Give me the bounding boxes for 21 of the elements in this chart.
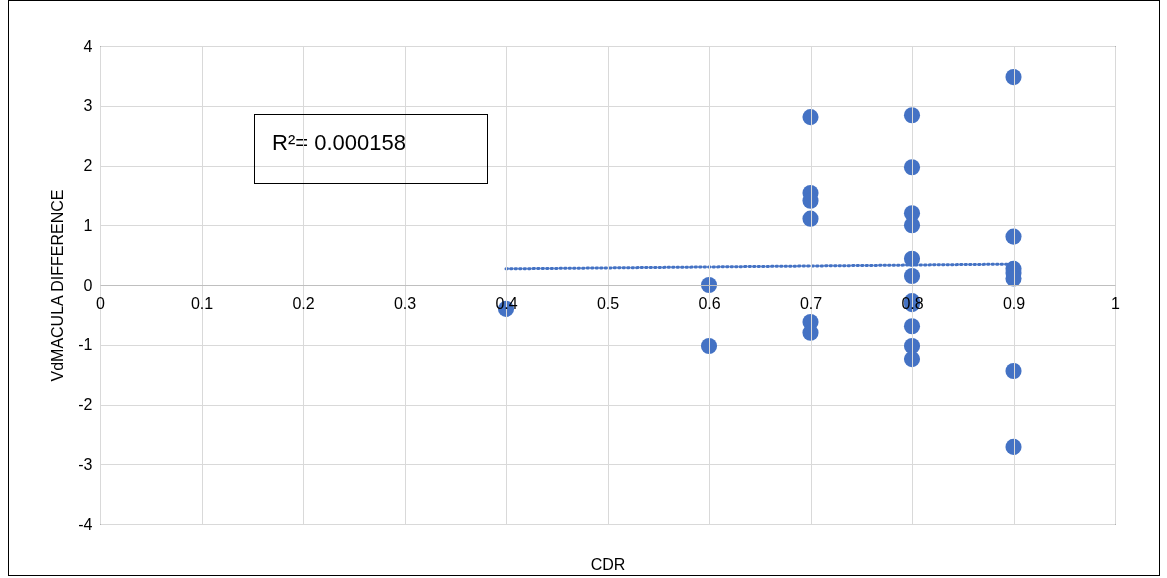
y-tick-label: -3 bbox=[78, 455, 93, 473]
y-tick-label: -4 bbox=[78, 515, 93, 533]
x-tick-label: 0.9 bbox=[1002, 294, 1026, 312]
x-tick-label: 0.6 bbox=[698, 294, 721, 312]
y-tick-label: 4 bbox=[83, 37, 93, 55]
y-axis-title: VdMACULA DIFFERENCE bbox=[49, 189, 67, 382]
x-tick-label: 0.3 bbox=[393, 294, 417, 312]
y-tick-label: -2 bbox=[78, 396, 93, 413]
y-tick-label: 0 bbox=[83, 276, 93, 294]
x-tick-label: 0 bbox=[96, 294, 106, 312]
y-tick-label: -1 bbox=[78, 336, 93, 354]
x-tick-label: 0.7 bbox=[799, 294, 823, 312]
x-tick-label: 0.2 bbox=[292, 294, 315, 312]
y-tick-label: 3 bbox=[83, 97, 93, 115]
annotation: R²= 0.000158 bbox=[272, 130, 406, 155]
y-tick-label: 1 bbox=[83, 216, 93, 234]
x-tick-label: 0.5 bbox=[596, 294, 620, 312]
x-tick-label: 0.1 bbox=[190, 294, 214, 312]
y-tick-label: 2 bbox=[83, 157, 93, 174]
x-tick-label: 1 bbox=[1111, 294, 1121, 312]
x-axis-title: CDR bbox=[590, 555, 626, 573]
